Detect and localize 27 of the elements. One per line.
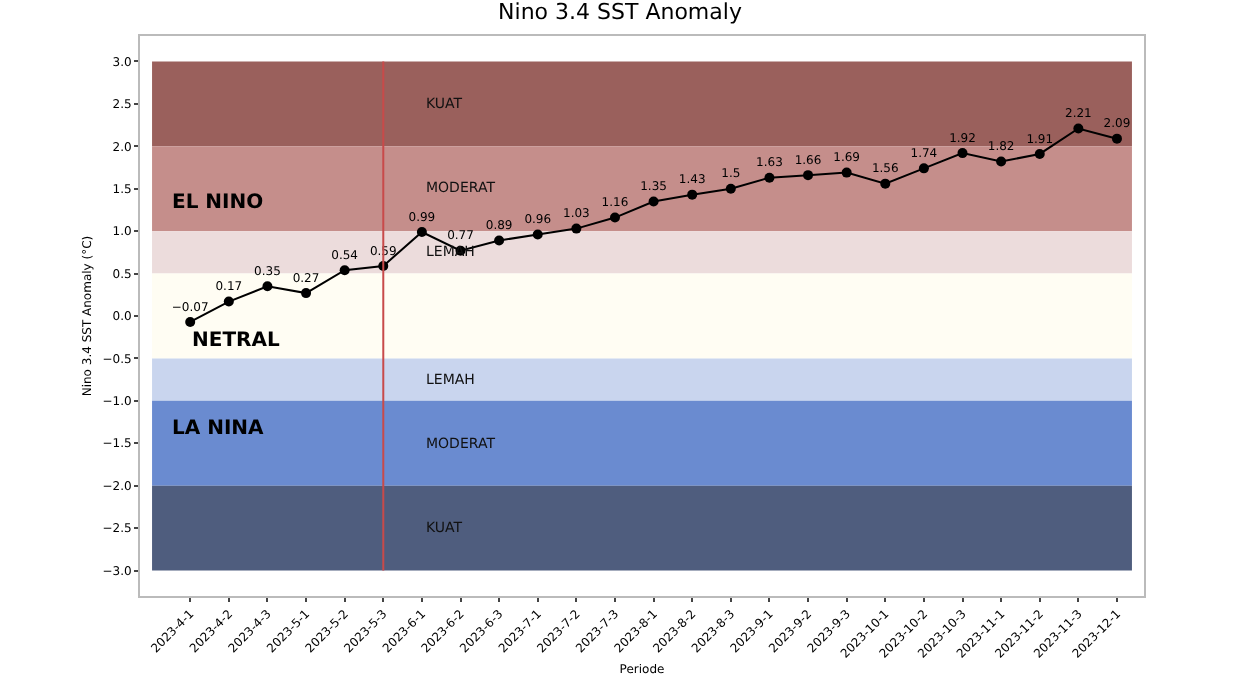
point <box>416 227 427 237</box>
annotation: EL NINO <box>172 192 264 214</box>
point <box>841 167 852 178</box>
chart-title: Nino 3.4 SST Anomaly <box>498 0 743 25</box>
point <box>918 163 929 174</box>
point <box>185 316 196 327</box>
point <box>262 281 273 292</box>
annotation: NETRAL <box>192 330 281 352</box>
point <box>803 170 814 181</box>
point <box>996 156 1007 167</box>
point <box>880 178 891 189</box>
point <box>764 172 775 183</box>
point <box>532 229 543 240</box>
point <box>339 265 350 276</box>
point <box>1073 123 1084 134</box>
point <box>1111 133 1122 144</box>
point <box>494 235 505 246</box>
point <box>571 223 582 234</box>
point <box>1034 148 1045 159</box>
annotation: LA NINA <box>172 418 265 440</box>
point <box>687 189 698 200</box>
point <box>301 288 312 299</box>
point <box>957 148 968 159</box>
point <box>223 296 234 307</box>
point <box>725 183 736 194</box>
point <box>648 196 659 207</box>
point <box>609 212 620 223</box>
